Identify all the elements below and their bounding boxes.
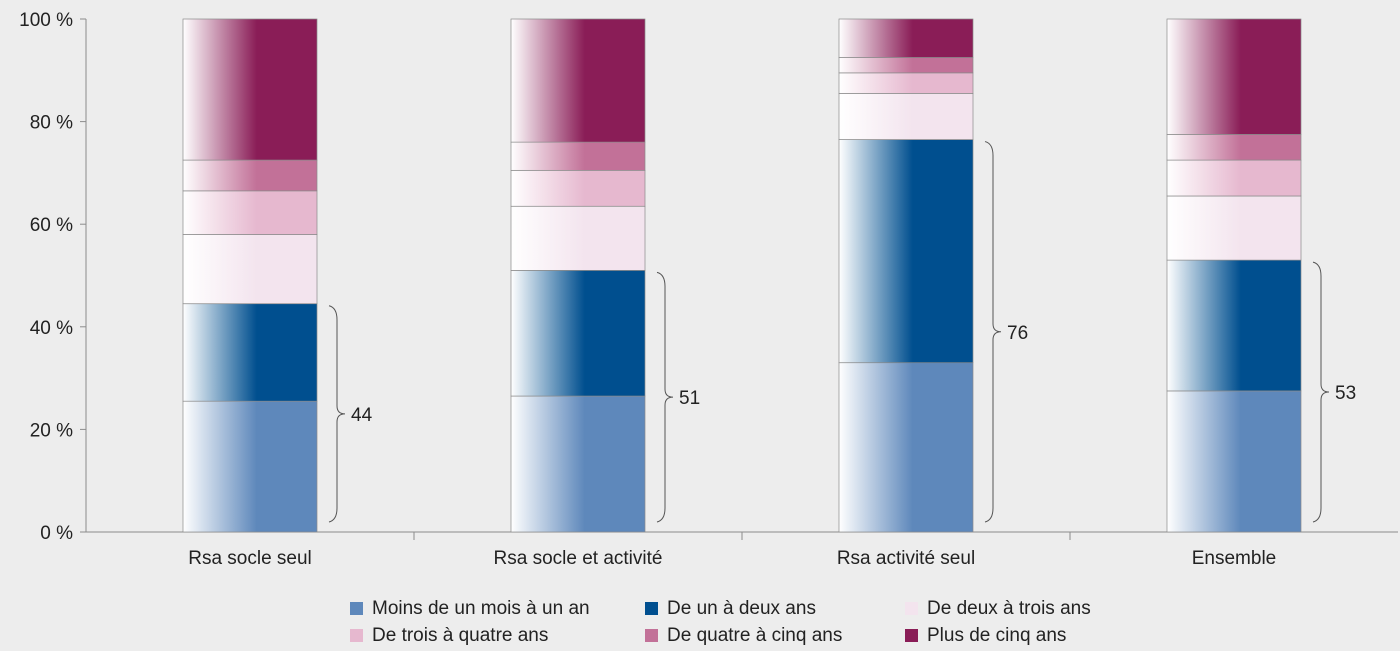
legend-label: De trois à quatre ans [372,625,549,646]
legend-swatch [905,602,918,615]
legend-item: De un à deux ans [645,597,905,620]
legend-label: De quatre à cinq ans [667,625,843,646]
brace-label: 44 [351,405,373,426]
legend-label: De deux à trois ans [927,598,1091,619]
bar-segment [182,190,318,235]
x-tick-label: Rsa socle et activité [494,548,663,569]
legend-swatch [350,602,363,615]
legend-swatch [905,629,918,642]
bar-segment [182,18,318,161]
y-tick-label: 80 % [30,113,73,134]
legend-item: Plus de cinq ans [905,624,1165,647]
bar-segment [182,159,318,192]
legend-item: Moins de un mois à un an [350,597,645,620]
bar-segment [182,400,318,533]
y-tick-label: 40 % [30,318,73,339]
y-tick-label: 0 % [40,523,73,544]
legend-item: De trois à quatre ans [350,624,645,647]
brace [984,141,1002,523]
chart-legend: Moins de un mois à un an De un à deux ans… [350,597,1170,647]
brace [1312,261,1330,523]
brace [328,305,346,523]
bar-segment [510,169,646,207]
bar-segment [510,141,646,171]
bar-segment [510,270,646,397]
bar-segment [1166,390,1302,533]
y-tick-label: 20 % [30,420,73,441]
bar-segment [838,93,974,140]
y-tick-label: 100 % [19,10,73,31]
bar-segment [1166,134,1302,161]
bar-segment [510,205,646,271]
brace-label: 76 [1007,323,1028,344]
bar-segment [1166,159,1302,197]
x-tick-label: Ensemble [1192,548,1277,569]
brace [656,271,674,523]
bar-segment [838,72,974,94]
legend-swatch [645,629,658,642]
x-tick-label: Rsa activité seul [837,548,975,569]
bar-segment [182,303,318,402]
legend-item: De quatre à cinq ans [645,624,905,647]
bar-segment [1166,259,1302,392]
legend-item: De deux à trois ans [905,597,1165,620]
brace-label: 53 [1335,383,1356,404]
bar-segment [838,18,974,58]
legend-label: Plus de cinq ans [927,625,1067,646]
y-tick-label: 60 % [30,215,73,236]
legend-label: De un à deux ans [667,598,816,619]
bar-segment [838,139,974,364]
legend-swatch [350,629,363,642]
bar-segment [1166,195,1302,261]
bar-segment [510,18,646,143]
bar-segment [510,395,646,533]
bar-segment [838,362,974,533]
bar-segment [1166,18,1302,135]
legend-label: Moins de un mois à un an [372,598,590,619]
bar-segment [838,57,974,74]
bar-segment [182,234,318,305]
brace-label: 51 [679,388,700,409]
x-tick-label: Rsa socle seul [188,548,312,569]
chart-plot: 0 % 20 % 40 % 60 % 80 % 100 % Rsa socle seul 44… [19,10,1398,569]
legend-swatch [645,602,658,615]
